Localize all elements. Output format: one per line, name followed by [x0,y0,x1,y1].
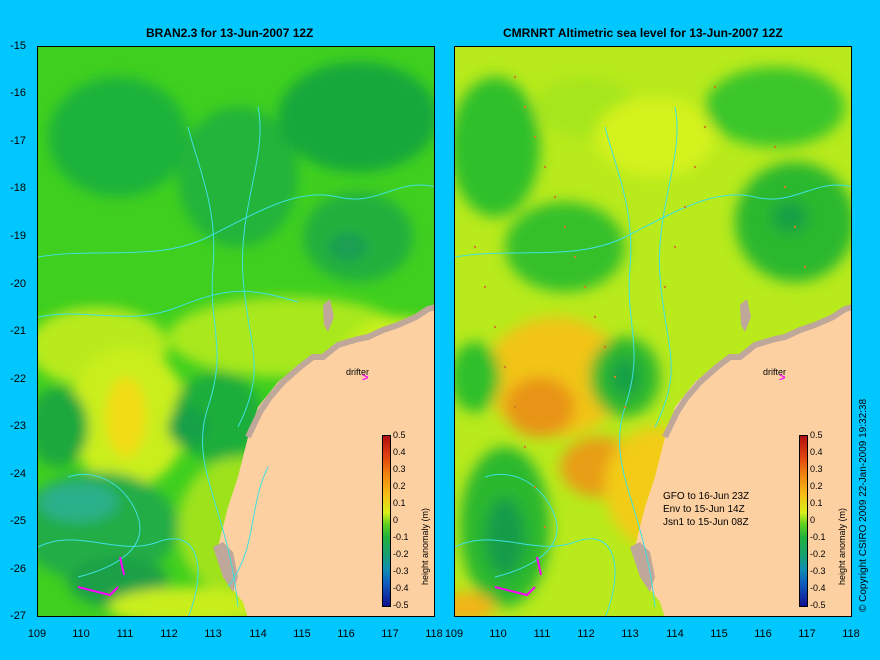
land-mass [218,308,434,616]
colorbar-tick: -0.3 [810,566,826,576]
drifter-track [494,586,536,597]
drifter-marker: > [362,372,369,384]
colorbar-tick: 0.1 [810,498,823,508]
x-tick-label: 113 [204,628,222,640]
right-map-canvas [455,47,851,616]
y-tick-label: -19 [10,230,26,242]
x-tick-label: 116 [337,628,355,640]
y-tick-label: -21 [10,325,26,337]
colorbar-right [799,435,808,607]
drifter-label: drifter [763,367,787,377]
colorbar-tick: 0.4 [810,447,823,457]
y-tick-label: -20 [10,278,26,290]
x-tick-label: 115 [293,628,311,640]
colorbar-tick: -0.5 [393,600,409,610]
y-tick-label: -25 [10,515,26,527]
coastline [662,304,851,439]
land-mass [635,308,851,616]
left-map-canvas [38,47,434,616]
x-tick-label: 113 [621,628,639,640]
drifter-track [119,556,125,576]
x-tick-label: 109 [444,628,464,640]
right-map-title: CMRNRT Altimetric sea level for 13-Jun-2… [503,26,783,40]
colorbar-tick: -0.2 [810,549,826,559]
colorbar-left [382,435,391,607]
coastal-inlet [630,542,655,592]
x-tick-label: 118 [842,628,860,640]
x-tick-label: 112 [577,628,595,640]
colorbar-tick: -0.1 [810,532,826,542]
y-tick-label: -24 [10,468,26,480]
drifter-label: drifter [346,367,370,377]
drifter-track [77,586,119,597]
x-tick-label: 110 [72,628,90,640]
colorbar-tick: 0.4 [393,447,406,457]
colorbar-tick: 0.2 [810,481,823,491]
colorbar-tick: -0.4 [810,583,826,593]
y-tick-label: -16 [10,87,26,99]
copyright-notice: © Copyright CSIRO 2009 22-Jan-2009 19:32… [858,398,869,612]
contour-lines [38,106,434,616]
coastline [245,304,434,439]
y-tick-label: -18 [10,182,26,194]
x-tick-label: 116 [754,628,772,640]
x-tick-label: 117 [381,628,399,640]
y-tick-label: -15 [10,40,26,52]
x-tick-label: 110 [489,628,507,640]
left-map-title: BRAN2.3 for 13-Jun-2007 12Z [146,26,314,40]
x-tick-label: 109 [27,628,47,640]
satellite-line: Jsn1 to 15-Jun 08Z [663,517,749,528]
y-tick-label: -17 [10,135,26,147]
coastal-island [323,299,334,332]
colorbar-tick: -0.5 [810,600,826,610]
coastal-inlet [213,542,238,592]
x-tick-label: 111 [116,628,134,640]
colorbar-left-label: height anomaly (m) [420,507,430,585]
colorbar-tick: 0.5 [393,430,406,440]
satellite-line: GFO to 16-Jun 23Z [663,491,750,502]
x-tick-label: 117 [798,628,816,640]
colorbar-tick: 0 [393,515,399,525]
x-tick-label: 118 [425,628,443,640]
y-tick-label: -22 [10,373,26,385]
colorbar-tick: 0 [810,515,816,525]
contour-lines [455,106,851,616]
colorbar-tick: 0.2 [393,481,406,491]
colorbar-tick: -0.1 [393,532,409,542]
colorbar-tick: 0.5 [810,430,823,440]
x-tick-label: 115 [710,628,728,640]
right-map-panel [454,46,852,617]
colorbar-right-label: height anomaly (m) [837,507,847,585]
drifter-marker: > [779,372,786,384]
y-tick-label: -26 [10,563,26,575]
x-tick-label: 112 [160,628,178,640]
y-tick-label: -27 [10,610,26,622]
colorbar-tick: 0.3 [810,464,823,474]
colorbar-tick: -0.2 [393,549,409,559]
satellite-track-dots [473,75,807,529]
x-tick-label: 111 [533,628,551,640]
colorbar-tick: -0.3 [393,566,409,576]
x-tick-label: 114 [666,628,684,640]
colorbar-tick: 0.3 [393,464,406,474]
x-tick-label: 114 [249,628,267,640]
satellite-line: Env to 15-Jun 14Z [663,504,745,515]
y-tick-label: -23 [10,420,26,432]
drifter-track [536,556,542,576]
colorbar-tick: -0.4 [393,583,409,593]
coastal-island [740,299,751,332]
left-map-panel [37,46,435,617]
colorbar-tick: 0.1 [393,498,406,508]
